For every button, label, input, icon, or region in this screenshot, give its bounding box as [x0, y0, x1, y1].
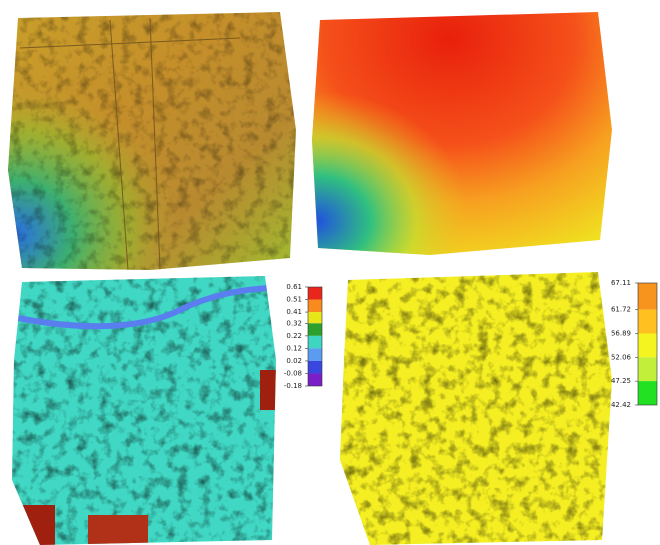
colorbar-label: 0.02	[286, 357, 302, 365]
colorbar-label: -0.08	[284, 369, 302, 377]
colorbar-segment	[308, 312, 322, 323]
colorbar-segment	[638, 333, 657, 357]
temperature-colorbar: 67.11 61.72 56.89 52.06 47.25 42.42	[611, 279, 657, 409]
index-colorbar: 0.61 0.51 0.41 0.32 0.22 0.12 0.02 -0.08 -0.18	[284, 283, 322, 390]
colorbar-label: 42.42	[611, 401, 631, 409]
temperature-map	[330, 270, 620, 545]
colorbar-label: 0.12	[286, 344, 302, 352]
colorbar-segment	[308, 336, 322, 349]
colorbar-segment	[638, 357, 657, 381]
colorbar-segment	[308, 373, 322, 386]
dem-elevation-map	[310, 0, 620, 260]
colorbar-label: 0.51	[286, 296, 302, 304]
colorbar-label: -0.18	[284, 382, 302, 390]
colorbar-segment	[308, 348, 322, 361]
colorbar-label: 0.61	[286, 283, 302, 291]
dem-hillshade-map	[0, 0, 300, 275]
colorbar-label: 0.41	[286, 308, 302, 316]
colorbar-label: 0.22	[286, 332, 302, 340]
colorbar-segment	[638, 381, 657, 405]
colorbar-segment	[308, 323, 322, 336]
colorbar-label: 0.32	[286, 319, 302, 327]
colorbar-label: 56.89	[611, 329, 631, 337]
colorbar-segment	[308, 300, 322, 313]
colorbar-segment	[308, 287, 322, 300]
figure: 0.61 0.51 0.41 0.32 0.22 0.12 0.02 -0.08 -0.18 6…	[0, 0, 660, 545]
colorbar-label: 61.72	[611, 306, 631, 314]
colorbar-segment	[308, 361, 322, 374]
colorbar-segment	[638, 283, 657, 310]
colorbar-segment	[638, 310, 657, 334]
colorbar-label: 47.25	[611, 377, 631, 385]
colorbar-label: 52.06	[611, 353, 632, 361]
index-map	[0, 270, 280, 545]
colorbar-label: 67.11	[611, 279, 631, 287]
